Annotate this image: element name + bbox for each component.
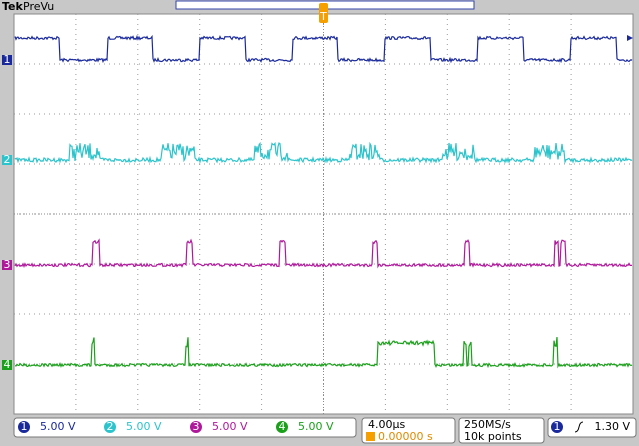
trigger-position: 0.00000 s <box>378 430 433 443</box>
channel-scale: 5.00 V <box>126 420 162 433</box>
timebase-box <box>361 417 456 444</box>
channel-number: 1 <box>21 420 28 433</box>
channel-marker: 2 <box>4 153 11 166</box>
channel-marker-badge <box>2 360 12 370</box>
channel-marker-badge <box>2 155 12 165</box>
sample-rate: 250MS/s <box>464 418 511 431</box>
trigger-source-badge <box>551 421 563 433</box>
trigger-pos-icon <box>366 432 375 441</box>
channel-number: 2 <box>107 420 114 433</box>
channel-number: 3 <box>193 420 200 433</box>
time-scale: 4.00µs <box>368 418 405 431</box>
vertical-box <box>13 417 357 438</box>
channel-settings: 1 5.00 V 2 5.00 V 3 5.00 V 4 5.00 V <box>18 420 334 433</box>
trigger-slope <box>574 421 584 433</box>
mode: PreVu <box>23 0 54 13</box>
trigger-source: 1 <box>554 420 561 433</box>
acquisition-box <box>458 417 545 444</box>
waveforms <box>14 34 633 369</box>
trigger-level: 1.30 V <box>594 420 630 433</box>
waveform <box>14 337 633 369</box>
channel-marker-badge <box>2 55 12 65</box>
channel-marker: 3 <box>4 258 11 271</box>
waveform <box>14 141 633 165</box>
channel-marker: 1 <box>4 53 11 66</box>
waveform <box>14 238 633 269</box>
channel-marker: 4 <box>4 358 11 371</box>
channel-badge <box>18 421 30 433</box>
channel-badge <box>104 421 116 433</box>
channel-badge <box>190 421 202 433</box>
waveform <box>14 34 633 64</box>
brand: Tek <box>2 0 24 13</box>
trigger-icon <box>319 3 328 23</box>
channel-badge <box>276 421 288 433</box>
trigger-box <box>547 417 637 438</box>
channel-scale: 5.00 V <box>298 420 334 433</box>
trigger-marker: T <box>319 10 327 23</box>
channel-markers: 1 2 3 4 <box>2 53 12 371</box>
record-length: 10k points <box>464 430 522 443</box>
channel-scale: 5.00 V <box>212 420 248 433</box>
channel-scale: 5.00 V <box>40 420 76 433</box>
trigger-level-arrow <box>627 35 633 41</box>
channel-marker-badge <box>2 260 12 270</box>
channel-number: 4 <box>279 420 286 433</box>
